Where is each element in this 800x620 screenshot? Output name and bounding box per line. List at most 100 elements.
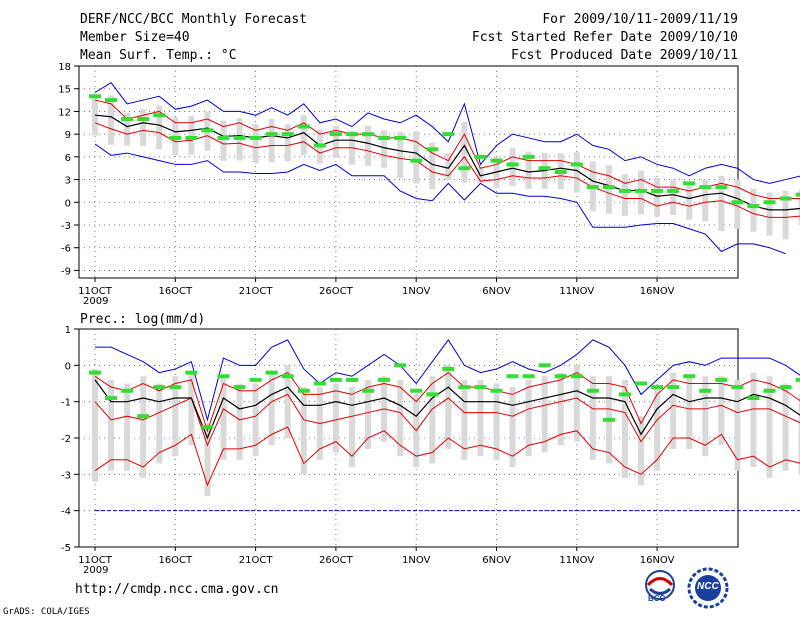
observed-marker — [378, 377, 391, 382]
ensemble-box — [188, 116, 195, 155]
observed-marker — [394, 363, 407, 368]
ensemble-box — [429, 376, 436, 464]
observed-marker — [265, 132, 278, 137]
observed-marker — [89, 370, 101, 375]
observed-marker — [426, 147, 439, 152]
ensemble-box — [509, 387, 516, 468]
observed-marker — [474, 154, 487, 159]
start-ref-date: Fcst Started Refer Date 2009/10/10 — [471, 30, 738, 45]
y-tick-label: 18 — [58, 62, 71, 73]
observed-marker — [635, 188, 648, 193]
observed-marker — [763, 388, 776, 393]
observed-marker — [265, 370, 278, 375]
observed-marker — [410, 388, 423, 393]
ensemble-box — [156, 105, 163, 150]
ensemble-box — [686, 376, 693, 449]
observed-marker — [313, 143, 326, 148]
x-tick-label: 1NOV — [402, 286, 431, 297]
ensemble-box — [92, 97, 98, 136]
y-tick-label: -4 — [61, 507, 71, 518]
plot-frame — [78, 65, 739, 279]
y-tick-label: -3 — [61, 221, 71, 232]
x-tick-label: 6NOV — [482, 555, 511, 566]
ensemble-box — [220, 120, 227, 161]
observed-marker — [345, 132, 358, 137]
ensemble-box — [124, 383, 131, 471]
observed-marker — [281, 374, 294, 379]
x-tick-label: 1NOV — [402, 555, 431, 566]
observed-marker — [362, 388, 375, 393]
observed-marker — [442, 132, 455, 137]
y-tick-label: -6 — [61, 244, 71, 255]
observed-marker — [715, 185, 728, 190]
y-tick-label: 9 — [65, 130, 71, 141]
ensemble-box — [798, 189, 800, 225]
observed-marker — [121, 117, 134, 121]
source-url[interactable]: http://cmdp.ncc.cma.gov.cn — [75, 582, 279, 597]
ensemble-box — [638, 416, 645, 486]
x-tick-label: 26OCT — [319, 555, 354, 566]
lower-bound-line — [94, 393, 800, 447]
year-label: 2009 — [83, 296, 108, 307]
ensemble-box — [766, 376, 773, 478]
ncc-logo: NCC — [684, 566, 732, 610]
ensemble-box — [365, 379, 372, 449]
x-tick-label: 11NOV — [559, 286, 594, 297]
y-tick-label: -1 — [61, 398, 71, 409]
ensemble-box — [300, 115, 307, 156]
ensemble-box — [782, 190, 789, 240]
observed-marker — [747, 204, 760, 209]
observed-marker — [522, 154, 535, 159]
y-tick-label: 12 — [58, 107, 71, 118]
observed-marker — [490, 158, 503, 163]
ensemble-box — [413, 131, 420, 184]
observed-marker — [667, 385, 680, 390]
x-tick-label: 11OCT — [78, 555, 113, 566]
ensemble-box — [766, 192, 773, 236]
ensemble-box — [573, 365, 580, 442]
ensemble-box — [140, 376, 147, 478]
observed-marker — [442, 366, 455, 371]
observed-marker — [329, 377, 342, 382]
ensemble-box — [332, 383, 339, 453]
observed-marker — [506, 374, 519, 379]
observed-marker — [602, 185, 615, 190]
ensemble-box — [220, 376, 227, 460]
ensemble-box — [541, 376, 548, 453]
observed-marker — [586, 388, 599, 393]
y-tick-label: 3 — [65, 176, 71, 187]
grads-credit: GrADS: COLA/IGES — [3, 607, 90, 617]
y-tick-label: 6 — [65, 153, 71, 164]
ensemble-box — [702, 179, 709, 222]
bcc-logo: BCC — [640, 568, 684, 608]
bcc-logo-text: BCC — [648, 594, 666, 603]
observed-marker — [731, 200, 744, 205]
ensemble-box — [654, 178, 661, 217]
produced-date: Fcst Produced Date 2009/10/11 — [511, 48, 738, 63]
observed-marker — [779, 385, 792, 390]
ensemble-box — [477, 379, 484, 457]
observed-marker — [538, 166, 551, 171]
ensemble-box — [525, 379, 532, 457]
ensemble-box — [140, 109, 147, 147]
observed-marker — [105, 98, 118, 103]
ensemble-box — [108, 95, 115, 145]
ensemble-box — [718, 376, 725, 446]
observed-marker — [137, 414, 150, 419]
observed-marker — [586, 185, 599, 190]
observed-marker — [233, 135, 246, 140]
ensemble-box — [461, 379, 468, 460]
max-line — [95, 339, 800, 422]
observed-marker — [378, 135, 391, 140]
observed-marker — [217, 374, 230, 379]
lower-bound-line — [94, 122, 800, 218]
observed-marker — [458, 166, 471, 171]
upper-bound-line — [94, 99, 800, 199]
ensemble-box — [236, 383, 243, 460]
observed-marker — [121, 388, 134, 393]
observed-marker — [201, 128, 214, 133]
ensemble-box — [686, 184, 693, 220]
ensemble-box — [621, 379, 628, 478]
observed-marker — [602, 417, 615, 422]
ensemble-box — [348, 387, 355, 468]
